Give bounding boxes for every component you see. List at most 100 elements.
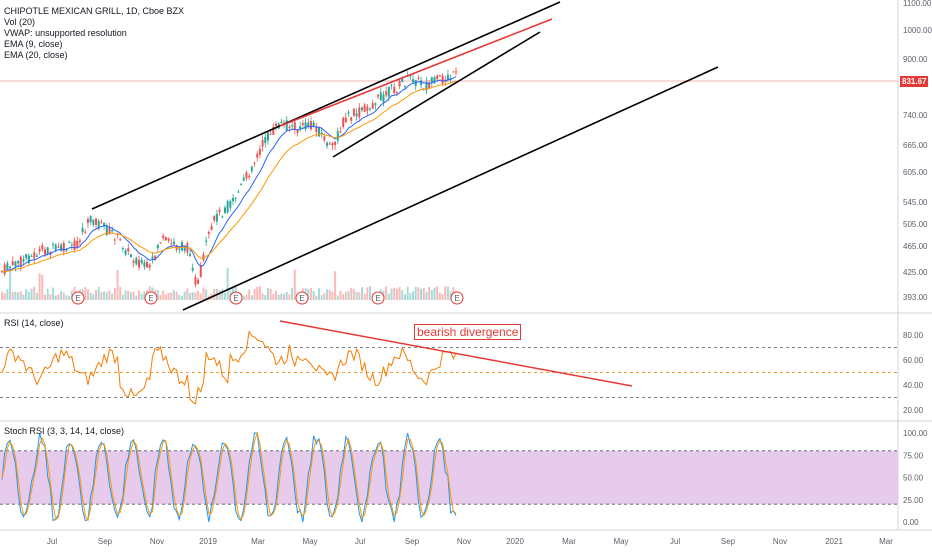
volume-bar — [9, 266, 12, 300]
wedge-support-line — [332, 31, 541, 158]
stoch-tick-label: 25.00 — [903, 496, 924, 505]
earnings-marker-label: E — [375, 294, 380, 303]
ema9-label[interactable]: EMA (9, close) — [4, 39, 63, 49]
candle-body — [38, 249, 41, 252]
time-tick-label: Sep — [98, 537, 113, 546]
candle-body — [156, 245, 159, 249]
candle-body — [178, 248, 181, 250]
earnings-marker-label: E — [299, 294, 304, 303]
time-tick-label: Mar — [251, 537, 265, 546]
candle-body — [355, 113, 358, 117]
candle-body — [124, 250, 127, 255]
candle-body — [264, 137, 267, 144]
candle-body — [146, 261, 149, 268]
volume-bar — [248, 289, 251, 300]
rsi-tick-label: 80.00 — [903, 331, 924, 340]
candle-body — [326, 142, 329, 146]
candle-body — [232, 198, 235, 202]
vol-label[interactable]: Vol (20) — [4, 17, 36, 27]
candle-body — [183, 246, 186, 251]
time-tick-label: Jul — [670, 537, 680, 546]
volume-bar — [116, 270, 119, 300]
candle-body — [312, 122, 315, 127]
last-price-tag: 831.67 — [900, 76, 929, 87]
volume-bar — [191, 292, 194, 300]
rsi-label[interactable]: RSI (14, close) — [4, 318, 64, 328]
volume-bar — [30, 288, 33, 300]
volume-bar — [360, 287, 363, 300]
time-tick-label: May — [302, 537, 317, 546]
volume-bar — [103, 291, 106, 300]
volume-bar — [108, 290, 111, 300]
candle-body — [22, 259, 25, 262]
stoch-label[interactable]: Stoch RSI (3, 3, 14, 14, close) — [4, 426, 125, 436]
candle-body — [315, 126, 318, 133]
candle-body — [336, 131, 339, 141]
volume-bar — [70, 290, 73, 300]
volume-bar — [317, 288, 320, 300]
volume-bar — [406, 286, 409, 300]
volume-bar — [178, 294, 181, 300]
candle-body — [455, 71, 457, 73]
volume-bar — [97, 287, 100, 300]
candle-body — [285, 120, 288, 132]
volume-bar — [186, 288, 189, 300]
price-tick-label: 1000.00 — [903, 26, 932, 35]
candle-body — [92, 219, 95, 225]
volume-bar — [256, 286, 259, 300]
candle-body — [374, 103, 377, 105]
candle-body — [78, 240, 81, 243]
candle-body — [296, 129, 299, 133]
volume-bar — [446, 286, 449, 300]
volume-bar — [105, 292, 108, 300]
candle-body — [229, 200, 232, 208]
volume-bar — [393, 287, 396, 300]
volume-bar — [352, 289, 355, 300]
stoch-tick-label: 50.00 — [903, 474, 924, 483]
candle-body — [52, 244, 55, 246]
volume-bar — [218, 290, 221, 300]
volume-bar — [245, 295, 248, 300]
volume-bar — [111, 293, 114, 300]
candle-body — [111, 230, 114, 232]
volume-bar — [272, 293, 275, 300]
volume-bar — [336, 295, 339, 300]
volume-bar — [138, 290, 141, 300]
candle-body — [49, 251, 52, 255]
earnings-marker — [144, 291, 158, 305]
time-tick-label: 2021 — [825, 537, 843, 546]
earnings-marker — [295, 291, 309, 305]
volume-bar — [180, 295, 183, 300]
candle-body — [27, 255, 30, 264]
candle-body — [417, 77, 420, 79]
volume-bar — [22, 294, 25, 300]
volume-bar — [401, 290, 404, 300]
symbol-title[interactable]: CHIPOTLE MEXICAN GRILL, 1D, Cboe BZX — [4, 6, 185, 16]
volume-bar — [320, 295, 323, 300]
volume-bar — [385, 286, 388, 300]
volume-bar — [86, 289, 89, 300]
vwap-label[interactable]: VWAP: unsupported resolution — [4, 28, 127, 38]
earnings-marker — [229, 291, 243, 305]
price-tick-label: 465.00 — [903, 242, 928, 251]
volume-bar — [194, 292, 197, 300]
volume-bar — [205, 289, 208, 300]
candle-body — [395, 91, 398, 93]
candle-body — [199, 265, 202, 277]
candle-body — [299, 126, 302, 129]
candle-body — [358, 107, 361, 118]
earnings-marker-label: E — [75, 294, 80, 303]
volume-bar — [202, 287, 205, 300]
candle-body — [412, 79, 415, 83]
candle-body — [237, 191, 240, 193]
candle-body — [3, 264, 6, 275]
volume-bar — [65, 295, 68, 300]
ema20-label[interactable]: EMA (20, close) — [4, 50, 68, 60]
bearish-divergence-label[interactable]: bearish divergence — [414, 324, 522, 340]
volume-bar — [124, 290, 127, 300]
time-tick-label: 2019 — [199, 537, 217, 546]
volume-bar — [14, 291, 17, 300]
candle-body — [119, 239, 122, 241]
stoch-d-line — [1, 431, 457, 522]
